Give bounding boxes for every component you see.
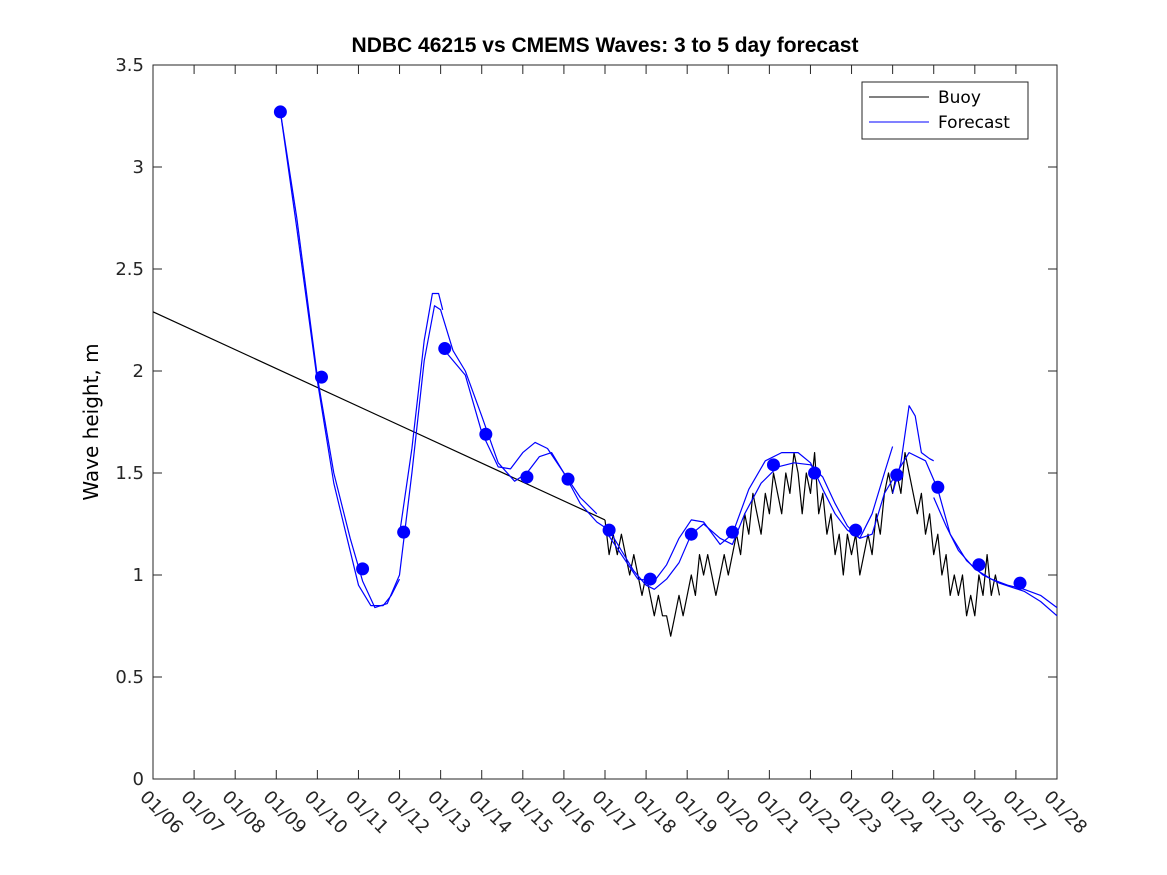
forecast-marker	[356, 562, 370, 576]
series-forecast-run-g	[933, 497, 1058, 609]
y-tick-label: 1.5	[115, 463, 144, 484]
marker-layer	[273, 105, 1027, 590]
series-forecast-run-a	[279, 111, 1058, 617]
forecast-marker	[479, 427, 493, 441]
forecast-marker	[972, 558, 986, 572]
forecast-marker	[890, 468, 904, 482]
legend-label-forecast: Forecast	[938, 113, 1010, 133]
tick-marks	[152, 64, 1058, 780]
series-forecast-run-c	[398, 292, 444, 535]
series-forecast-run-f	[892, 405, 934, 494]
y-tick-label: 0	[133, 769, 144, 790]
legend-label-buoy: Buoy	[938, 88, 981, 108]
series-forecast-run-b	[279, 111, 401, 607]
series-layer	[152, 111, 1058, 637]
y-tick-label: 2.5	[115, 259, 144, 280]
forecast-marker	[561, 472, 575, 486]
legend: Buoy Forecast	[861, 81, 1029, 140]
y-tick-labels: 0 0.5 1 1.5 2 2.5 3 3.5	[115, 55, 144, 790]
y-axis-label: Wave height, m	[79, 343, 103, 500]
forecast-marker	[520, 470, 534, 484]
forecast-marker	[438, 342, 452, 356]
forecast-marker	[397, 525, 411, 539]
forecast-marker	[931, 480, 945, 494]
forecast-marker	[725, 525, 739, 539]
y-tick-label: 1	[133, 565, 144, 586]
y-tick-label: 2	[133, 361, 144, 382]
forecast-marker	[684, 527, 698, 541]
forecast-marker	[314, 370, 328, 384]
legend-box	[861, 81, 1029, 140]
forecast-marker	[643, 572, 657, 586]
series-buoy	[604, 452, 1001, 637]
y-tick-label: 0.5	[115, 667, 144, 688]
forecast-marker	[766, 458, 780, 472]
forecast-marker	[602, 523, 616, 537]
forecast-marker	[808, 466, 822, 480]
series-buoy-gap-interpolation	[152, 311, 606, 521]
y-tick-label: 3	[133, 157, 144, 178]
forecast-marker	[849, 523, 863, 537]
forecast-marker	[273, 105, 287, 119]
forecast-marker	[1013, 576, 1027, 590]
y-tick-label: 3.5	[115, 55, 144, 76]
chart-title: NDBC 46215 vs CMEMS Waves: 3 to 5 day fo…	[352, 34, 859, 57]
